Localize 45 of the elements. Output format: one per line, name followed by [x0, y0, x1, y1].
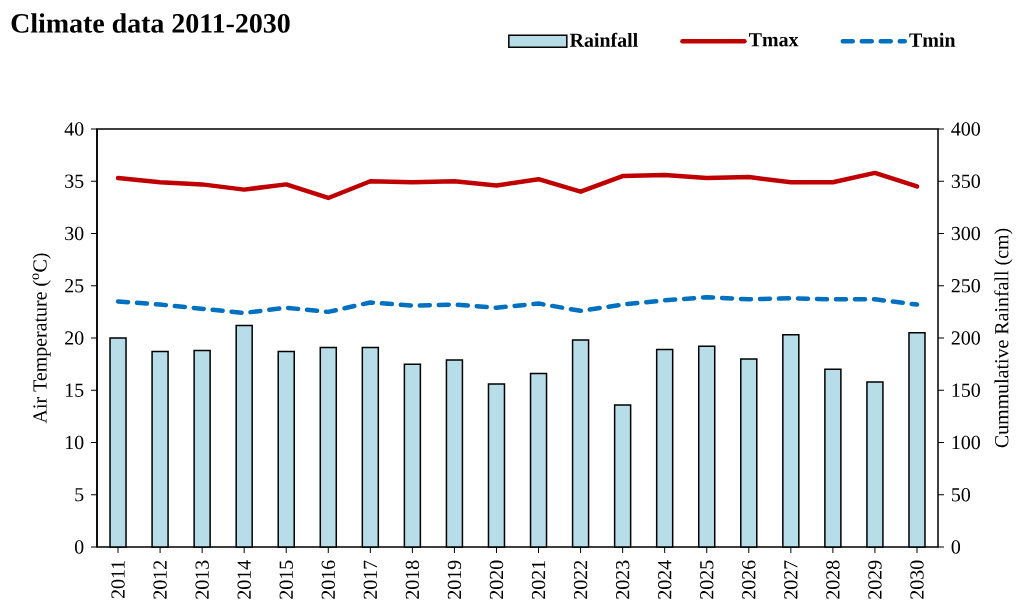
y2-tick-label: 50: [952, 488, 971, 502]
x-tick-label: 2015: [279, 560, 293, 599]
chart-title: Climate data 2011-2030: [11, 13, 290, 33]
x-tick-label: 2029: [868, 560, 882, 599]
y2-tick-label: 0: [951, 540, 961, 554]
x-tick-label: 2020: [489, 560, 504, 599]
y2-tick-label: 250: [951, 279, 980, 293]
x-tick-label: 2011: [111, 561, 125, 599]
x-tick-label: 2019: [447, 560, 462, 599]
x-tick-label: 2024: [657, 560, 672, 599]
x-tick-label: 2030: [910, 560, 924, 599]
y2-tick-label: 100: [952, 435, 980, 450]
y2-tick-label: 300: [951, 226, 980, 241]
y-tick-label: 40: [64, 122, 84, 136]
y2-axis-title: Cummulative Rainfall (cm): [994, 228, 1013, 448]
y2-tick-label: 150: [952, 383, 980, 397]
legend-label: Tmin: [909, 32, 956, 47]
x-tick-label: 2018: [405, 560, 420, 599]
y-tick-label: 15: [65, 383, 84, 397]
x-tick-label: 2013: [195, 560, 209, 599]
y-tick-label: 35: [65, 174, 84, 188]
line-series: [115, 170, 920, 201]
x-tick-label: 2023: [615, 560, 630, 599]
y-tick-label: 30: [65, 226, 84, 241]
x-tick-label: 2012: [153, 560, 167, 599]
y-tick-label: 25: [65, 279, 84, 293]
legend-label: Rainfall: [569, 32, 638, 47]
x-tick-label: 2022: [573, 560, 588, 599]
x-tick-label: 2017: [363, 560, 378, 599]
y2-tick-label: 400: [951, 122, 980, 136]
y-tick-label: 10: [65, 435, 84, 450]
x-tick-label: 2026: [742, 560, 756, 599]
y2-tick-label: 200: [951, 331, 980, 345]
x-tick-label: 2025: [700, 560, 714, 599]
y2-tick-label: 350: [951, 174, 980, 188]
y-tick-label: 0: [74, 540, 84, 554]
x-tick-label: 2028: [826, 560, 840, 599]
x-tick-label: 2014: [237, 560, 251, 599]
x-tick-label: 2016: [321, 560, 335, 599]
x-tick-label: 2027: [784, 560, 798, 599]
y-tick-label: 5: [75, 488, 84, 502]
y-axis-title: Air Temperature ($^{o}$C): [32, 253, 51, 424]
legend-label: Tmax: [749, 33, 799, 47]
y-tick-label: 20: [65, 331, 84, 345]
x-tick-label: 2021: [531, 561, 546, 599]
